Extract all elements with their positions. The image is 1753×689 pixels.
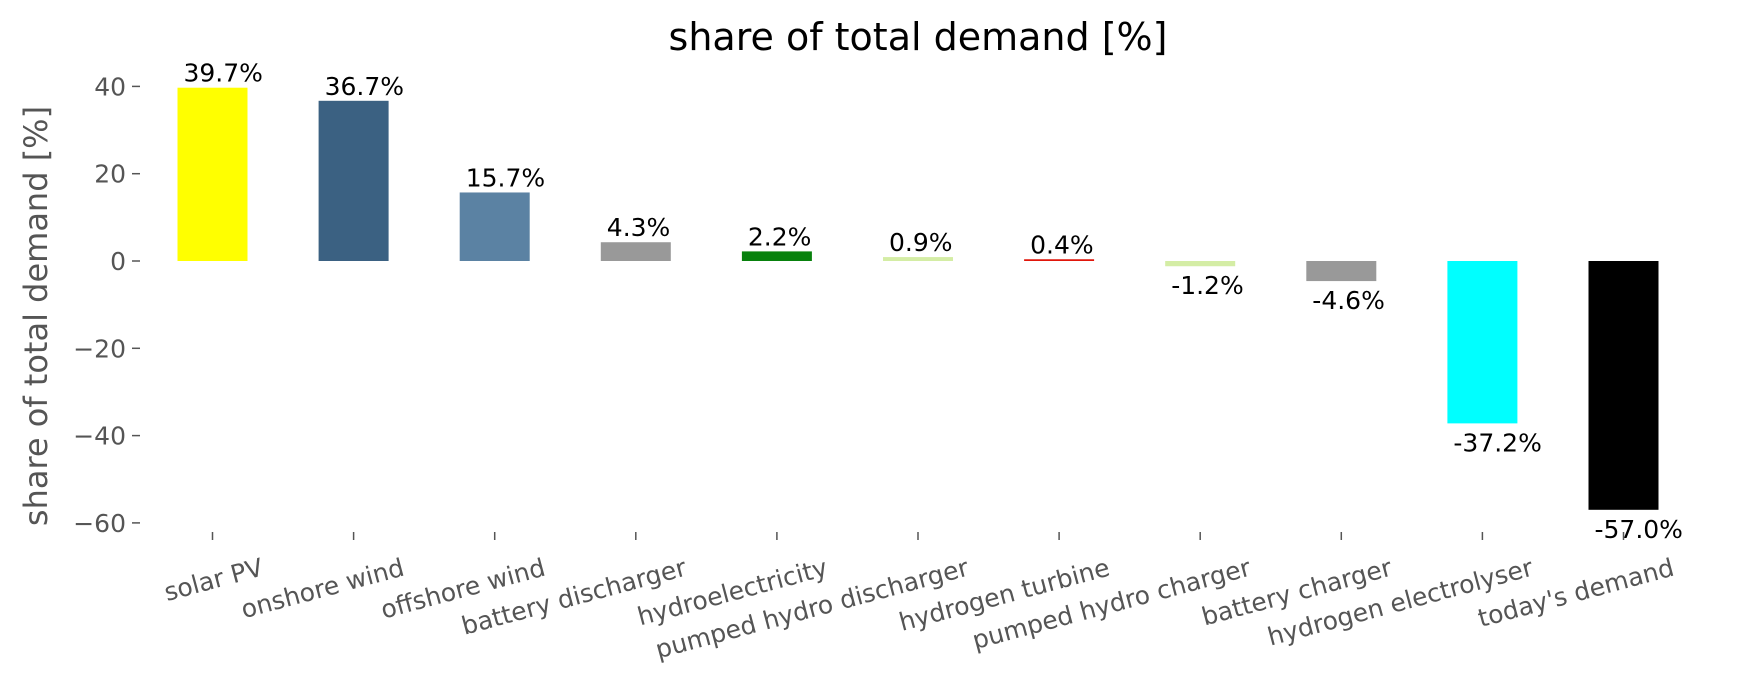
bar [1447,261,1518,424]
data-label: 36.7% [325,72,404,101]
data-labels: 39.7% 36.7% 15.7% 4.3% 2.2% 0.9% 0.4% -1.2% -4.6… [184,59,1683,544]
y-axis: 40 20 0 −20 −40 −60 [73,72,140,538]
data-label: 15.7% [466,163,545,192]
data-label: -1.2% [1171,271,1244,300]
data-label: 4.3% [607,213,671,242]
bar [883,257,953,261]
y-tick-label: 0 [110,247,126,276]
bar [1024,259,1095,261]
bar [1165,261,1236,267]
data-label: 0.4% [1030,230,1094,259]
data-label: 2.2% [748,222,812,251]
data-label: -4.6% [1312,286,1385,315]
bar [1588,261,1659,510]
y-axis-label: share of total demand [%] [17,106,55,526]
y-tick-label: 20 [94,160,126,189]
data-label: 39.7% [184,59,263,88]
y-tick-label: −60 [73,509,126,538]
bar [600,242,671,261]
y-tick-label: −20 [73,334,126,363]
y-tick-label: 40 [94,72,126,101]
bar [177,87,248,261]
bar [1306,261,1377,282]
bars [177,87,1659,510]
y-tick-label: −40 [73,422,126,451]
chart-title: share of total demand [%] [669,15,1168,59]
data-label: 0.9% [889,228,953,257]
bar [741,251,812,261]
bar [318,100,389,261]
data-label: -57.0% [1595,515,1683,544]
bar [459,192,530,261]
data-label: -37.2% [1453,428,1541,457]
